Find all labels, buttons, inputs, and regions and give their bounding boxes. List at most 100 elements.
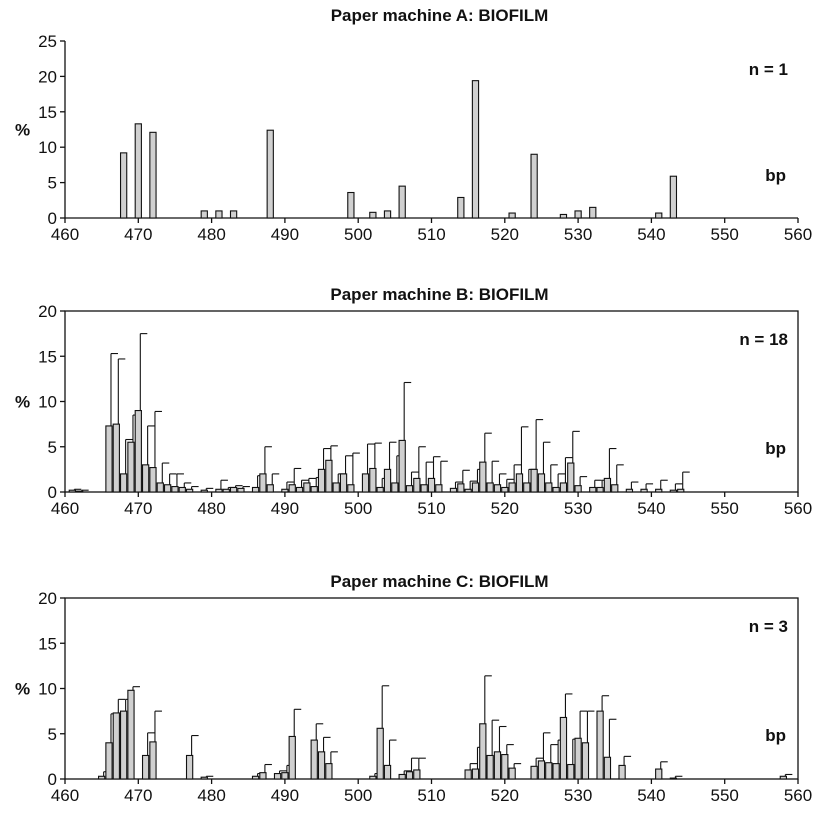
bar <box>112 423 120 493</box>
bar <box>435 484 443 493</box>
bar <box>537 473 546 493</box>
bar <box>325 459 333 493</box>
bar <box>200 489 208 493</box>
y-axis-label: % <box>15 680 30 699</box>
bar <box>215 488 223 493</box>
bar <box>479 723 487 780</box>
bar <box>229 210 238 219</box>
bar <box>317 468 326 493</box>
bar <box>398 185 406 219</box>
bar <box>508 767 516 780</box>
bar <box>398 773 406 780</box>
bar <box>420 484 428 493</box>
bar <box>530 765 538 780</box>
bar <box>295 486 304 493</box>
bar <box>127 689 135 780</box>
bar <box>251 486 260 493</box>
bar <box>493 484 502 493</box>
bar <box>369 211 377 219</box>
bar <box>383 468 392 493</box>
bar <box>281 772 289 780</box>
bar <box>229 486 238 493</box>
x-tick-label: 520 <box>491 786 519 805</box>
sample-count-annotation: n = 3 <box>749 617 788 636</box>
x-axis-label: bp <box>765 726 786 745</box>
bar <box>149 131 157 219</box>
bar <box>559 482 568 493</box>
bar <box>545 762 553 780</box>
bar <box>603 756 612 780</box>
bar <box>552 763 560 780</box>
x-tick-label: 490 <box>271 786 299 805</box>
y-tick-label: 25 <box>38 32 57 51</box>
bar <box>596 710 604 780</box>
bar <box>347 191 355 219</box>
y-tick-label: 10 <box>38 138 57 157</box>
y-axis-label: % <box>15 121 30 140</box>
bar <box>222 488 230 493</box>
bar <box>156 482 164 493</box>
bar <box>625 488 634 493</box>
bar <box>141 464 150 493</box>
bar <box>486 482 494 493</box>
bar <box>288 484 296 493</box>
y-tick-label: 0 <box>48 483 57 502</box>
bar <box>596 486 604 493</box>
bar <box>310 486 318 493</box>
x-tick-label: 550 <box>711 499 739 518</box>
bar <box>486 754 494 780</box>
bar <box>545 482 553 493</box>
x-tick-label: 500 <box>344 499 372 518</box>
bar <box>537 760 546 780</box>
bar <box>376 727 384 780</box>
bar <box>317 751 326 780</box>
x-tick-label: 530 <box>564 499 592 518</box>
bar <box>552 486 560 493</box>
x-tick-label: 540 <box>637 499 665 518</box>
x-axis-label: bp <box>765 439 786 458</box>
bar <box>471 768 480 780</box>
bar <box>376 486 384 493</box>
bar <box>669 489 678 493</box>
bar <box>567 763 575 780</box>
bar <box>669 175 678 219</box>
x-tick-label: 540 <box>637 786 665 805</box>
bar <box>266 129 274 219</box>
x-tick-label: 520 <box>491 225 519 244</box>
bar <box>471 482 480 493</box>
bar <box>501 754 509 780</box>
bar <box>163 484 172 493</box>
bar <box>383 764 392 780</box>
x-tick-label: 560 <box>784 786 812 805</box>
bar <box>515 473 524 493</box>
bar <box>98 775 106 780</box>
x-tick-label: 560 <box>784 499 812 518</box>
bar <box>281 488 289 493</box>
bar <box>119 710 128 780</box>
y-tick-label: 5 <box>48 174 57 193</box>
x-tick-label: 480 <box>197 225 225 244</box>
bar <box>574 737 582 780</box>
bar <box>471 80 480 219</box>
bar <box>149 741 157 780</box>
y-tick-label: 5 <box>48 725 57 744</box>
bar <box>589 486 597 493</box>
bar <box>251 775 260 780</box>
bar <box>581 742 590 780</box>
x-tick-label: 530 <box>564 225 592 244</box>
x-tick-label: 480 <box>197 499 225 518</box>
x-tick-label: 470 <box>124 499 152 518</box>
bar <box>383 210 392 219</box>
bar <box>310 739 318 780</box>
x-tick-label: 470 <box>124 225 152 244</box>
y-tick-label: 0 <box>48 209 57 228</box>
x-tick-label: 550 <box>711 786 739 805</box>
bar <box>669 777 678 780</box>
x-tick-label: 520 <box>491 499 519 518</box>
plot-frame <box>64 310 799 493</box>
bar <box>325 763 333 780</box>
bar <box>266 484 274 493</box>
y-tick-label: 20 <box>38 67 57 86</box>
bar <box>405 485 414 493</box>
